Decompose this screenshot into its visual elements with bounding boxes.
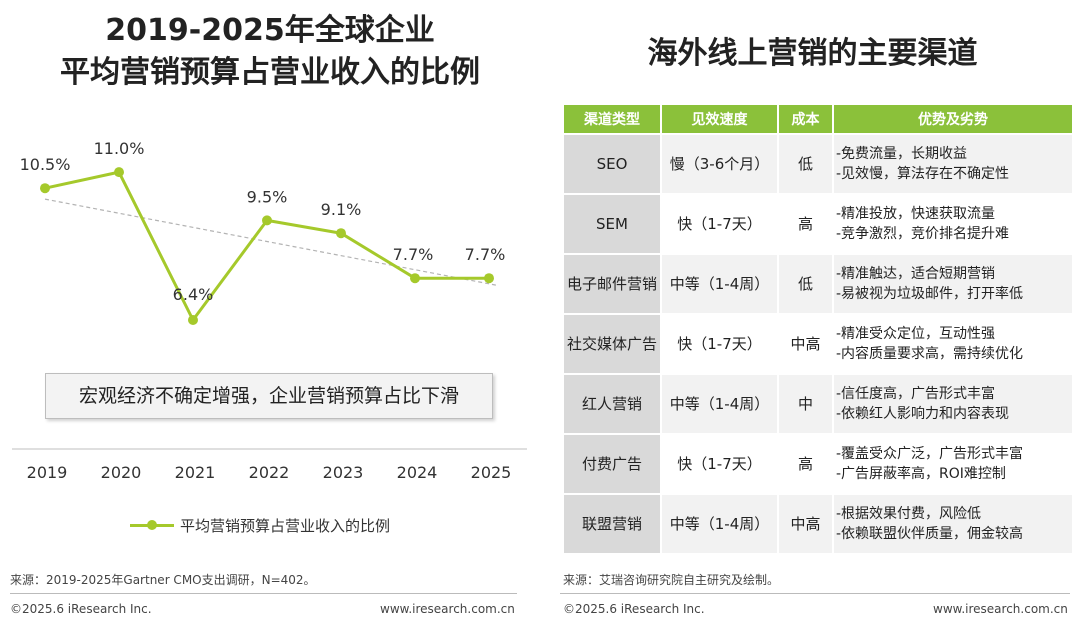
pros-text: -免费流量，长期收益: [836, 146, 968, 162]
col-header-channel: 渠道类型: [564, 105, 660, 133]
chart-legend: 平均营销预算占营业收入的比例: [130, 514, 390, 536]
table-title: 海外线上营销的主要渠道: [647, 36, 978, 71]
speed-cell: 中等（1-4周）: [662, 375, 777, 433]
chart-title-line2: 平均营销预算占营业收入的比例: [60, 55, 480, 90]
pros-cons-cell: -信任度高，广告形式丰富 -依赖红人影响力和内容表现: [834, 375, 1072, 433]
cons-text: -广告屏蔽率高，ROI难控制: [836, 466, 1006, 482]
speed-cell: 快（1-7天）: [662, 435, 777, 493]
x-tick-label: 2019: [27, 463, 68, 482]
channel-cell: 付费广告: [564, 435, 660, 493]
x-tick-label: 2023: [323, 463, 364, 482]
table-row: 电子邮件营销 中等（1-4周） 低 -精准触达，适合短期营销 -易被视为垃圾邮件，…: [564, 255, 1072, 313]
table-row: SEO 慢（3-6个月） 低 -免费流量，长期收益 -见效慢，算法存在不确定性: [564, 135, 1072, 193]
cost-cell: 低: [779, 255, 832, 313]
channels-table: 渠道类型 见效速度 成本 优势及劣势 SEO 慢（3-6个月） 低 -免费流量，…: [562, 103, 1074, 555]
table-header-row: 渠道类型 见效速度 成本 优势及劣势: [564, 105, 1072, 133]
col-header-speed: 见效速度: [662, 105, 777, 133]
pros-text: -信任度高，广告形式丰富: [836, 386, 996, 402]
source-note-right: 来源：艾瑞咨询研究院自主研究及绘制。: [563, 573, 780, 587]
speed-cell: 慢（3-6个月）: [662, 135, 777, 193]
channel-cell: 联盟营销: [564, 495, 660, 553]
col-header-cost: 成本: [779, 105, 832, 133]
line-chart: 10.5%11.0%6.4%9.5%9.1%7.7% 7.7% 2019 2020 2…: [12, 139, 527, 482]
x-tick-label: 2021: [175, 463, 216, 482]
cost-cell: 高: [779, 435, 832, 493]
pros-cons-cell: -精准触达，适合短期营销 -易被视为垃圾邮件，打开率低: [834, 255, 1072, 313]
data-point: [484, 273, 494, 284]
cost-cell: 中: [779, 375, 832, 433]
data-label: 9.1%: [321, 200, 362, 219]
data-point: [40, 183, 50, 194]
x-tick-label: 2020: [101, 463, 142, 482]
pros-text: -精准触达，适合短期营销: [836, 266, 996, 282]
copyright-right: ©2025.6 iResearch Inc.: [563, 602, 705, 616]
pros-text: -覆盖受众广泛，广告形式丰富: [836, 446, 1024, 462]
chart-title-line1: 2019-2025年全球企业: [105, 13, 435, 48]
annotation-box: 宏观经济不确定增强，企业营销预算占比下滑: [45, 373, 493, 419]
data-label: 9.5%: [247, 187, 288, 206]
speed-cell: 快（1-7天）: [662, 315, 777, 373]
x-tick-label: 2022: [249, 463, 290, 482]
series-group: [40, 167, 494, 325]
cost-cell: 低: [779, 135, 832, 193]
x-tick-label: 2024: [397, 463, 438, 482]
pros-cons-cell: -精准受众定位，互动性强 -内容质量要求高，需持续优化: [834, 315, 1072, 373]
pros-text: -精准受众定位，互动性强: [836, 326, 996, 342]
table-row: 社交媒体广告 快（1-7天） 中高 -精准受众定位，互动性强 -内容质量要求高，需…: [564, 315, 1072, 373]
data-label: 7.7%: [465, 245, 506, 264]
data-label: 7.7%: [393, 245, 434, 264]
col-header-pros-cons: 优势及劣势: [834, 105, 1072, 133]
legend-marker: [147, 519, 157, 530]
pros-text: -精准投放，快速获取流量: [836, 206, 996, 222]
table-row: 联盟营销 中等（1-4周） 中高 -根据效果付费，风险低 -依赖联盟伙伴质量，佣金…: [564, 495, 1072, 553]
cons-text: -竞争激烈，竞价排名提升难: [836, 226, 1010, 242]
x-tick-label: 2025: [471, 463, 512, 482]
x-tick-group: 2019 2020 2021 2022 2023 2024 2025: [27, 463, 512, 482]
data-point: [188, 315, 198, 325]
trendline-group: [44, 198, 498, 286]
table-row: 付费广告 快（1-7天） 高 -覆盖受众广泛，广告形式丰富 -广告屏蔽率高，ROI…: [564, 435, 1072, 493]
speed-cell: 快（1-7天）: [662, 195, 777, 253]
data-point: [410, 273, 420, 284]
speed-cell: 中等（1-4周）: [662, 495, 777, 553]
website-right: www.iresearch.com.cn: [933, 602, 1068, 616]
cons-text: -内容质量要求高，需持续优化: [836, 346, 1024, 362]
data-point: [336, 228, 346, 239]
footer-divider-right: [560, 593, 1070, 594]
table-row: 红人营销 中等（1-4周） 中 -信任度高，广告形式丰富 -依赖红人影响力和内容表…: [564, 375, 1072, 433]
trendline: [44, 198, 498, 286]
cons-text: -见效慢，算法存在不确定性: [836, 166, 1010, 182]
cons-text: -依赖红人影响力和内容表现: [836, 406, 1010, 422]
channel-cell: 社交媒体广告: [564, 315, 660, 373]
source-note-left: 来源：2019-2025年Gartner CMO支出调研，N=402。: [10, 573, 316, 587]
data-label: 6.4%: [173, 285, 214, 304]
cons-text: -依赖联盟伙伴质量，佣金较高: [836, 526, 1024, 542]
speed-cell: 中等（1-4周）: [662, 255, 777, 313]
cost-cell: 高: [779, 195, 832, 253]
channel-cell: SEM: [564, 195, 660, 253]
pros-cons-cell: -覆盖受众广泛，广告形式丰富 -广告屏蔽率高，ROI难控制: [834, 435, 1072, 493]
website-left: www.iresearch.com.cn: [380, 602, 515, 616]
channel-cell: SEO: [564, 135, 660, 193]
data-label-group: 10.5% 11.0% 6.4% 9.5% 9.1% 7.7% 7.7%: [20, 139, 506, 304]
pros-text: -根据效果付费，风险低: [836, 506, 982, 522]
cons-text: -易被视为垃圾邮件，打开率低: [836, 286, 1024, 302]
pros-cons-cell: -免费流量，长期收益 -见效慢，算法存在不确定性: [834, 135, 1072, 193]
data-label: 11.0%: [94, 139, 145, 158]
table-row: SEM 快（1-7天） 高 -精准投放，快速获取流量 -竞争激烈，竞价排名提升难: [564, 195, 1072, 253]
data-point: [114, 167, 124, 178]
legend-swatch: [130, 519, 174, 530]
chart-title: 2019-2025年全球企业 平均营销预算占营业收入的比例: [0, 10, 540, 94]
data-label: 10.5%: [20, 155, 71, 174]
pros-cons-cell: -精准投放，快速获取流量 -竞争激烈，竞价排名提升难: [834, 195, 1072, 253]
cost-cell: 中高: [779, 315, 832, 373]
copyright-left: ©2025.6 iResearch Inc.: [10, 602, 152, 616]
legend-label: 平均营销预算占营业收入的比例: [180, 516, 391, 535]
pros-cons-cell: -根据效果付费，风险低 -依赖联盟伙伴质量，佣金较高: [834, 495, 1072, 553]
channel-cell: 电子邮件营销: [564, 255, 660, 313]
data-point: [262, 215, 272, 226]
channel-cell: 红人营销: [564, 375, 660, 433]
footer-divider-left: [10, 593, 517, 594]
cost-cell: 中高: [779, 495, 832, 553]
